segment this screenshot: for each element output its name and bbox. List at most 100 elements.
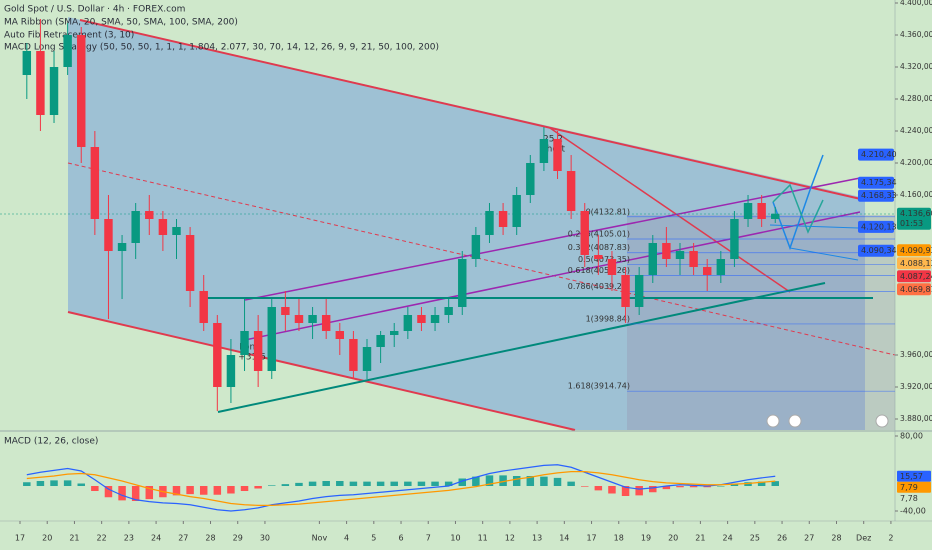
- candle-body: [730, 219, 739, 259]
- value-tag-label: 15,57: [900, 472, 923, 481]
- candle-body: [253, 331, 263, 371]
- annotation: Long: [239, 343, 261, 353]
- candle-body: [240, 331, 249, 355]
- candle-body: [131, 211, 140, 243]
- candle-body: [444, 307, 453, 315]
- value-tag-label: 7,79: [900, 483, 918, 492]
- channel-top: [79, 19, 866, 201]
- x-tick-label: 14: [559, 534, 569, 543]
- macd-histogram-bar: [23, 482, 31, 486]
- candle-body: [158, 219, 168, 235]
- candle-body: [771, 213, 780, 219]
- macd-histogram-bar: [567, 481, 575, 486]
- price-tag-label: 4.090,34: [861, 246, 897, 255]
- countdown: 01:53: [900, 219, 923, 228]
- macd-histogram-bar: [240, 486, 249, 491]
- price-tag: [858, 148, 894, 161]
- macd-histogram-bar: [390, 481, 398, 486]
- macd-histogram-bar: [526, 476, 535, 486]
- macd-histogram-bar: [417, 481, 426, 486]
- channel-fill: [68, 17, 865, 430]
- candle-body: [172, 227, 181, 235]
- macd-histogram-bar: [227, 486, 235, 494]
- price-tag: [897, 283, 931, 296]
- candle-body: [267, 307, 276, 371]
- candle-body: [199, 291, 208, 323]
- y-tick-label: 4.280,00: [900, 94, 932, 103]
- macd-histogram-bar: [608, 486, 616, 494]
- candle-body: [22, 51, 32, 75]
- y-tick-label: 4.240,00: [900, 126, 932, 135]
- macd-histogram-bar: [580, 486, 589, 487]
- x-tick-label: 24: [723, 534, 733, 543]
- candle-body: [485, 211, 494, 235]
- macd-histogram-bar: [404, 481, 412, 486]
- fib-label: 0.786(4039.22): [568, 282, 630, 291]
- candle-body: [49, 67, 59, 115]
- projection: [789, 247, 859, 261]
- macd-histogram-bar: [458, 478, 467, 486]
- event-icon[interactable]: [788, 414, 802, 428]
- candle-body: [390, 331, 399, 335]
- macd-histogram-bar: [131, 486, 140, 501]
- annotation: 25.2: [543, 135, 563, 145]
- y-tick-label: 4.160,00: [900, 190, 932, 199]
- price-tag-label: 4.175,34: [861, 178, 897, 187]
- event-icon[interactable]: [766, 414, 780, 428]
- y-tick-label: 4.360,00: [900, 30, 932, 39]
- candle-body: [145, 211, 154, 219]
- candle-body: [362, 347, 372, 371]
- price-tag: [897, 244, 931, 257]
- candle-body: [376, 335, 385, 347]
- macd-histogram-bar: [771, 481, 779, 486]
- candle-body: [743, 203, 753, 219]
- macd-histogram-bar: [118, 486, 126, 501]
- projection: [769, 224, 859, 229]
- macd-histogram-bar: [444, 481, 453, 486]
- x-tick-label: 21: [695, 534, 705, 543]
- candle-body: [607, 259, 617, 275]
- macd-histogram-bar: [213, 486, 222, 495]
- x-tick-label: 21: [69, 534, 79, 543]
- macd-histogram-bar: [186, 486, 194, 495]
- macd-histogram-bar: [254, 486, 262, 489]
- candle-body: [458, 259, 467, 307]
- event-icon[interactable]: [875, 414, 889, 428]
- macd-histogram-bar: [349, 481, 358, 486]
- price-tag-label: 4.120,13: [861, 222, 897, 231]
- price-tag: [858, 220, 894, 233]
- fib-label: 0.618(4059.26): [568, 266, 630, 275]
- x-tick-label: 28: [205, 534, 215, 543]
- macd-histogram-bar: [499, 475, 507, 486]
- x-tick-label: 19: [641, 534, 651, 543]
- candle-body: [308, 315, 317, 323]
- macd-histogram-bar: [635, 486, 643, 496]
- x-tick-label: 11: [478, 534, 488, 543]
- price-tag: [897, 257, 931, 270]
- macd-histogram-bar: [676, 486, 684, 488]
- macd-line: [26, 471, 776, 506]
- support-line: [217, 282, 826, 413]
- x-tick-label: 13: [532, 534, 542, 543]
- macd-histogram-bar: [91, 486, 99, 491]
- candle-body: [185, 235, 195, 291]
- value-tag-label: 7,78: [900, 494, 918, 503]
- candle-body: [226, 355, 236, 387]
- y-tick-label: 80,00: [900, 432, 923, 441]
- x-tick-label: 30: [260, 534, 270, 543]
- x-tick-label: 20: [42, 534, 52, 543]
- candle-body: [498, 211, 508, 227]
- macd-histogram-bar: [281, 484, 290, 486]
- candle-body: [580, 211, 589, 255]
- candle-body: [512, 195, 521, 227]
- channel-bottom: [67, 311, 576, 431]
- candle-body: [417, 315, 426, 323]
- x-tick-label: 29: [233, 534, 243, 543]
- price-tag-label: 4.087,24: [900, 272, 932, 281]
- macd-histogram-bar: [199, 486, 208, 495]
- candle-body: [77, 35, 86, 147]
- fib-label: 0(4132.81): [586, 207, 630, 216]
- macd-histogram-bar: [50, 480, 58, 486]
- fib-label: 0.236(4105.01): [568, 229, 630, 238]
- candle-body: [36, 51, 45, 115]
